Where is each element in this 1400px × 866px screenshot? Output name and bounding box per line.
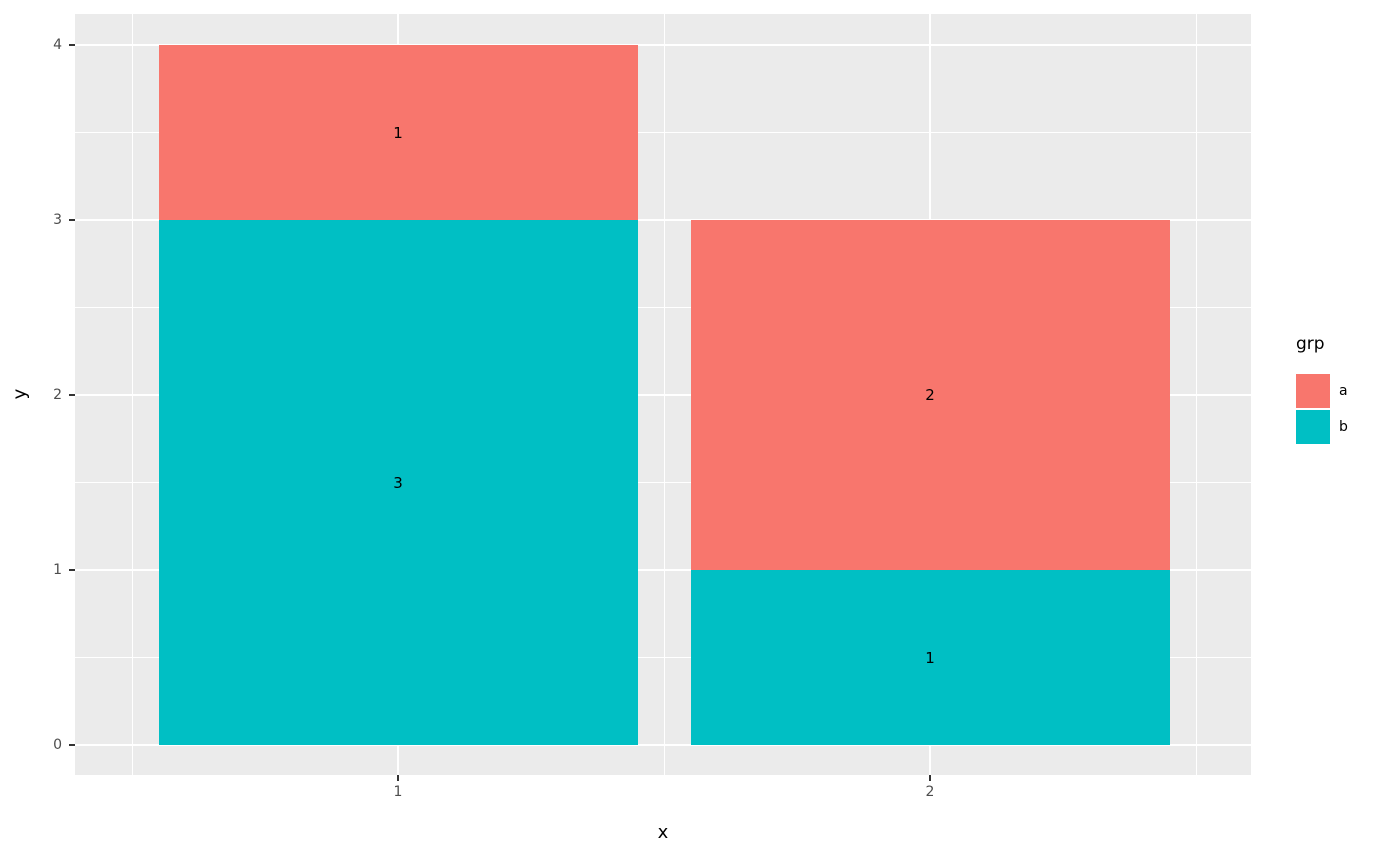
x-axis-tick — [397, 775, 399, 781]
minor-gridline-horizontal — [75, 657, 1251, 658]
legend-key-b-swatch — [1296, 410, 1330, 444]
y-axis-tick-label: 2 — [53, 387, 62, 403]
bar-segment-label: 2 — [925, 386, 935, 404]
bar-segment-a-x1 — [158, 45, 638, 220]
bar-segment-b-x2 — [690, 570, 1170, 745]
major-gridline-horizontal — [75, 219, 1251, 221]
y-axis-tick-label: 3 — [53, 212, 62, 228]
y-axis-tick — [69, 744, 75, 746]
legend-key-a-swatch — [1296, 374, 1330, 408]
bar-segment-b-x1 — [158, 220, 638, 745]
legend-entry: b — [1296, 410, 1348, 444]
y-axis-tick-label: 1 — [53, 562, 62, 578]
x-axis-tick-label: 2 — [925, 784, 935, 800]
major-gridline-horizontal — [75, 394, 1251, 396]
y-axis-tick-label: 0 — [53, 737, 62, 753]
y-axis-tick-label: 4 — [53, 37, 62, 53]
bar-segment-label: 1 — [393, 123, 403, 142]
major-gridline-horizontal — [75, 44, 1251, 46]
legend-title: grp — [1296, 334, 1325, 354]
major-gridline-horizontal — [75, 744, 1251, 746]
bar-segment-label: 3 — [393, 473, 403, 492]
legend-entry-label: a — [1339, 383, 1348, 399]
minor-gridline-horizontal — [75, 132, 1251, 133]
bar-segment-a-x2 — [690, 220, 1170, 570]
y-axis-tick — [69, 394, 75, 396]
y-axis-tick — [69, 219, 75, 221]
y-axis-tick — [69, 44, 75, 46]
x-axis-title: x — [657, 822, 669, 843]
y-axis-tick — [69, 569, 75, 571]
x-axis-tick-label: 1 — [393, 784, 403, 800]
x-axis-tick — [929, 775, 931, 781]
minor-gridline-horizontal — [75, 482, 1251, 483]
legend-entry-label: b — [1339, 419, 1348, 435]
plot-panel: 1 3 2 1 — [75, 14, 1251, 775]
bar-segment-label: 1 — [925, 648, 935, 667]
minor-gridline-horizontal — [75, 307, 1251, 308]
legend-entry: a — [1296, 374, 1348, 408]
major-gridline-horizontal — [75, 569, 1251, 571]
